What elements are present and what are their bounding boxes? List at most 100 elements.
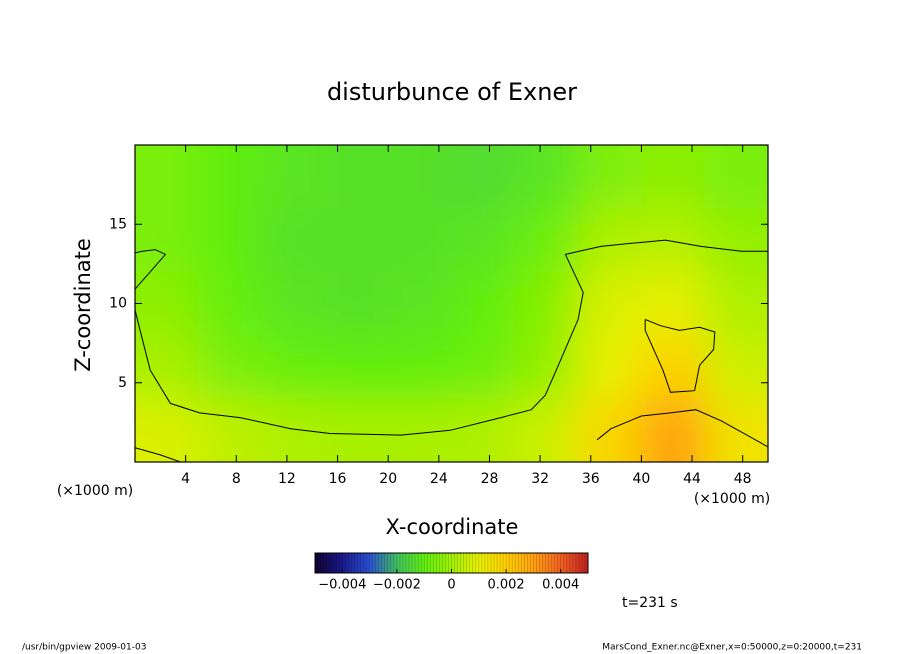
field-cell (514, 271, 579, 336)
x-tick-label: 12 (278, 471, 296, 487)
contour-line (135, 447, 181, 462)
colorbar-swatch (493, 553, 498, 573)
contour-line (135, 239, 768, 436)
colorbar-swatch (575, 553, 580, 573)
colorbar-swatch (409, 553, 413, 573)
field-cell (578, 398, 642, 462)
field-cell (198, 335, 263, 400)
colorbar-tick-label: −0.002 (373, 578, 421, 593)
contour-line (644, 318, 716, 393)
colorbar-swatch (548, 553, 552, 573)
colorbar-swatch (351, 553, 355, 573)
colorbar-swatch (581, 553, 586, 573)
colorbar-swatch (412, 553, 416, 573)
y-tick-label: 10 (109, 296, 127, 312)
colorbar-swatch (466, 553, 470, 573)
colorbar-swatch (518, 553, 522, 573)
colorbar-swatch (354, 553, 358, 573)
footer-left: /usr/bin/gpview 2009-01-03 (22, 643, 146, 653)
colorbar-swatch (527, 553, 531, 573)
colorbar-swatch (424, 553, 428, 573)
colorbar-swatch (563, 553, 568, 573)
field-cell (135, 145, 199, 209)
colorbar-swatch (451, 553, 455, 573)
field-cell (388, 335, 452, 400)
field-cell (261, 145, 326, 209)
colorbar-tick-label: 0.004 (542, 578, 579, 593)
colorbar-swatch (445, 553, 449, 573)
colorbar: −0.004 −0.002 0 0.002 0.004 (314, 552, 589, 593)
colorbar-swatch (399, 553, 404, 573)
colorbar-swatch (478, 553, 483, 573)
chart-title: disturbunce of Exner (327, 78, 577, 106)
colorbar-swatch (469, 553, 474, 573)
colorbar-swatch (472, 553, 477, 573)
colorbar-swatch (384, 553, 389, 573)
colorbar-swatch (454, 553, 458, 573)
colorbar-swatch (387, 553, 392, 573)
field-cell (514, 208, 579, 273)
field-cell (704, 398, 768, 462)
colorbar-swatch (497, 553, 501, 573)
colorbar-swatch (463, 553, 467, 573)
colorbar-swatch (418, 553, 422, 573)
colorbar-swatch (506, 553, 510, 573)
colorbar-swatch (545, 553, 549, 573)
x-tick-label: 28 (481, 471, 499, 487)
field-cell (198, 398, 263, 462)
field-cell (324, 335, 389, 400)
field-cell (451, 335, 516, 400)
field-cell (451, 398, 516, 462)
colorbar-swatch (360, 553, 364, 573)
colorbar-swatch (330, 553, 334, 573)
colorbar-swatch (512, 553, 516, 573)
field-cell (261, 271, 326, 336)
field-cell (324, 145, 389, 209)
colorbar-swatch (557, 553, 561, 573)
field-cell (261, 398, 326, 462)
field-cell (641, 335, 706, 400)
field-cell (135, 271, 199, 336)
x-tick-label: 24 (430, 471, 448, 487)
colorbar-swatch (475, 553, 480, 573)
colorbar-swatch (396, 553, 401, 573)
y-tick-label: 15 (109, 216, 127, 232)
colorbar-swatch (536, 553, 540, 573)
colorbar-swatch (433, 553, 437, 573)
colorbar-swatch (427, 553, 431, 573)
colorbar-swatch (324, 553, 328, 573)
colorbar-swatch (530, 553, 534, 573)
colorbar-swatch (415, 553, 419, 573)
field-cell (704, 145, 768, 209)
colorbar-swatch (560, 553, 565, 573)
field-cell (514, 145, 579, 209)
y-tick-label: 5 (118, 375, 127, 391)
colorbar-swatch (339, 553, 343, 573)
colorbar-swatch (336, 553, 340, 573)
field-cell (324, 208, 389, 273)
colorbar-swatch (393, 553, 398, 573)
colorbar-swatch (566, 553, 571, 573)
colorbar-swatch (345, 553, 349, 573)
field-cell (704, 335, 768, 400)
colorbar-swatch (333, 553, 337, 573)
colorbar-swatch (539, 553, 543, 573)
field (135, 145, 768, 462)
colorbar-swatch (390, 553, 395, 573)
colorbar-swatch (421, 553, 425, 573)
field-cell (514, 335, 579, 400)
annotation: t=231 s (622, 595, 678, 611)
colorbar-swatch (372, 553, 376, 573)
x-tick-label: 48 (734, 471, 752, 487)
colorbar-swatch (381, 553, 386, 573)
colorbar-swatch (315, 553, 319, 573)
field-cell (324, 271, 389, 336)
contour-line (135, 249, 167, 290)
field-cell (641, 145, 706, 209)
footer-right: MarsCond_Exner.nc@Exner,x=0:50000,z=0:20… (602, 643, 862, 653)
field-cell (261, 335, 326, 400)
x-unit-label: (×1000 m) (694, 491, 770, 507)
field-cell (451, 208, 516, 273)
colorbar-swatch (490, 553, 495, 573)
